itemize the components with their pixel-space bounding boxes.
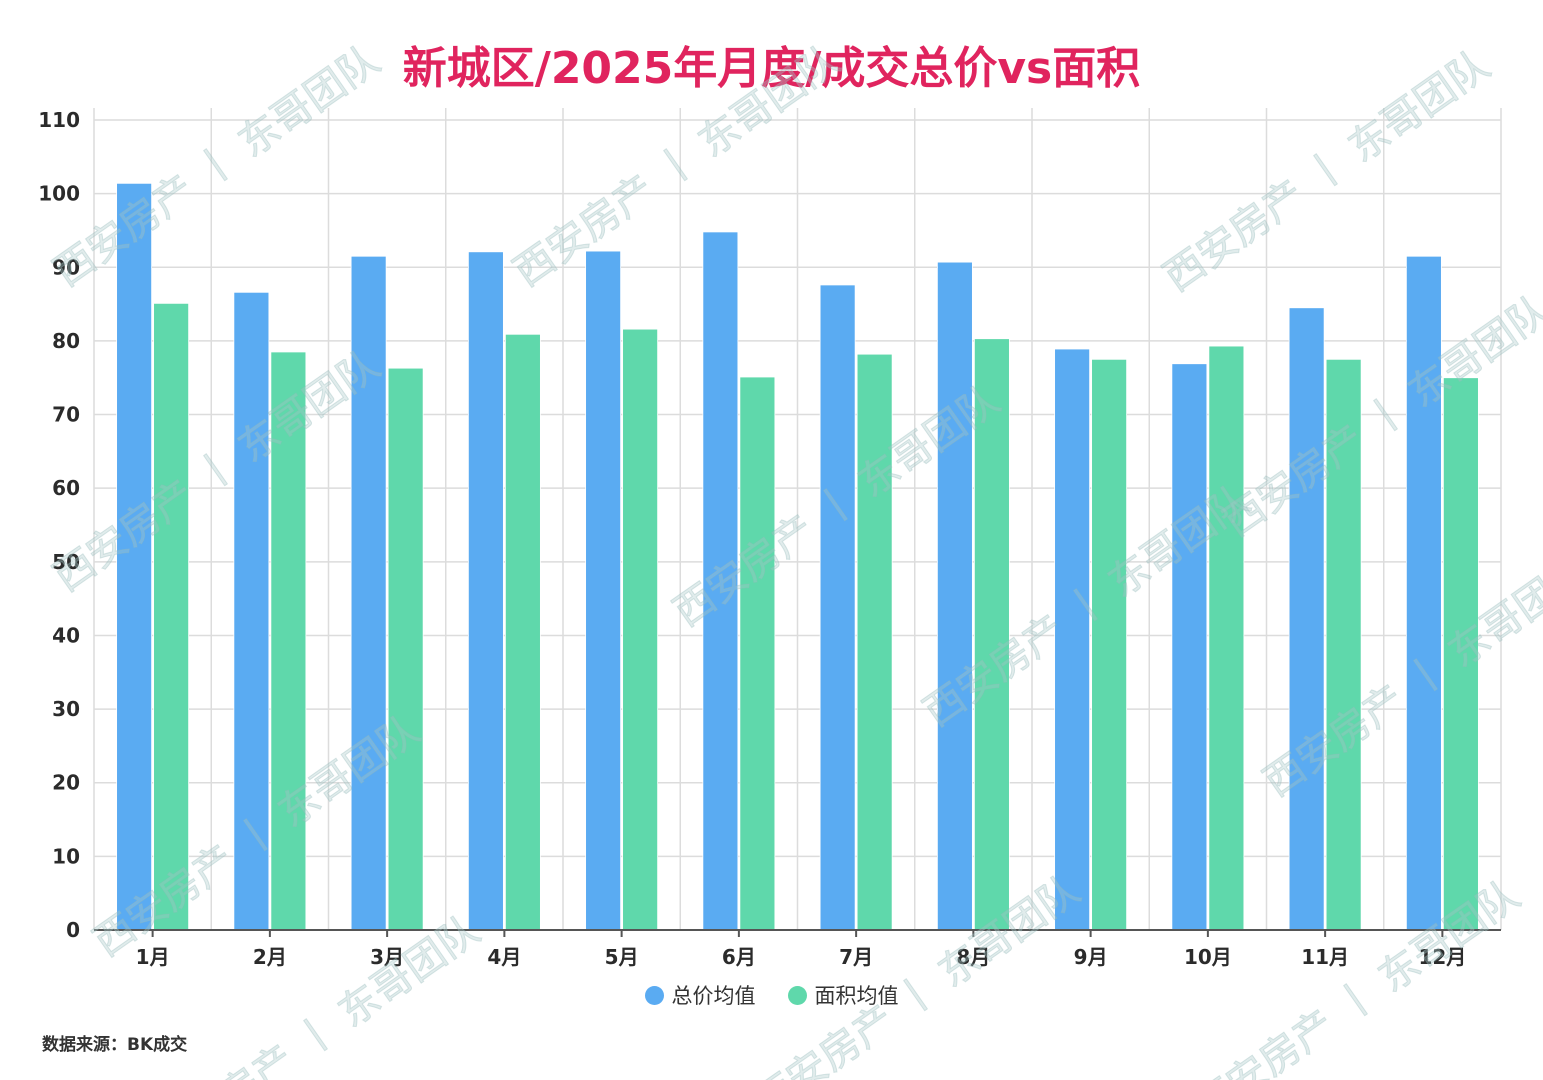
x-tick-label: 9月 <box>1074 945 1108 969</box>
x-tick-label: 3月 <box>370 945 404 969</box>
bar-area[interactable]: 5月 面积均值: 81.6 <box>622 328 659 931</box>
x-tick-label: 7月 <box>839 945 873 969</box>
y-axis-ticks: 0 10 20 30 40 50 60 70 80 90 100 110 <box>38 108 80 942</box>
x-tick-label: 8月 <box>956 945 990 969</box>
x-tick-label: 6月 <box>722 945 756 969</box>
bar-area[interactable]: 10月 面积均值: 79.3 <box>1208 345 1245 931</box>
y-tick-label: 80 <box>52 329 80 353</box>
bar-total-price[interactable]: 4月 总价均值: 92.1 <box>467 251 504 931</box>
x-tick-label: 1月 <box>136 945 170 969</box>
y-tick-label: 100 <box>38 182 80 206</box>
bar-total-price[interactable]: 7月 总价均值: 87.6 <box>819 284 856 931</box>
legend-dot-icon <box>787 985 807 1005</box>
y-tick-label: 20 <box>52 771 80 795</box>
bar-area[interactable]: 11月 面积均值: 77.5 <box>1325 358 1362 931</box>
bar-total-price[interactable]: 12月 总价均值: 91.5 <box>1405 255 1442 931</box>
y-tick-label: 0 <box>66 918 80 942</box>
x-tick-label: 4月 <box>487 945 521 969</box>
y-tick-label: 90 <box>52 255 80 279</box>
legend-label: 总价均值 <box>671 984 756 1008</box>
legend-item-area[interactable]: 面积均值 <box>787 980 899 1010</box>
legend-dot-icon <box>644 985 664 1005</box>
bar-total-price[interactable]: 8月 总价均值: 90.7 <box>936 261 973 931</box>
bar-total-price[interactable]: 11月 总价均值: 84.5 <box>1288 307 1325 931</box>
bar-area[interactable]: 2月 面积均值: 78.5 <box>270 351 307 931</box>
bar-area[interactable]: 9月 面积均值: 77.5 <box>1091 358 1128 931</box>
bar-area[interactable]: 12月 面积均值: 75 <box>1442 377 1479 931</box>
y-tick-label: 40 <box>52 623 80 647</box>
y-tick-label: 50 <box>52 550 80 574</box>
bars: 1月 总价均值: 101.41月 面积均值: 85.1 2月 总价均值: 86.6… <box>116 182 1479 931</box>
y-tick-label: 60 <box>52 476 80 500</box>
x-tick-label: 12月 <box>1418 945 1466 969</box>
bar-total-price[interactable]: 5月 总价均值: 92.2 <box>585 250 622 931</box>
bar-area[interactable]: 1月 面积均值: 85.1 <box>153 302 190 931</box>
x-tick-label: 11月 <box>1301 945 1349 969</box>
bar-area[interactable]: 4月 面积均值: 80.9 <box>504 333 541 931</box>
x-tick-label: 2月 <box>253 945 287 969</box>
bar-area[interactable]: 6月 面积均值: 75.1 <box>739 376 776 931</box>
legend: 总价均值 面积均值 <box>0 980 1543 1010</box>
bar-total-price[interactable]: 2月 总价均值: 86.6 <box>233 291 270 931</box>
grid-lines <box>93 108 1502 931</box>
chart-title: 新城区/2025年月度/成交总价vs面积 <box>402 43 1141 94</box>
x-axis-ticks: 1月 2月 3月 4月 5月 6月 7月 8月 9月 10月 11月 12月 <box>136 945 1467 969</box>
y-tick-label: 70 <box>52 403 80 427</box>
bar-area[interactable]: 3月 面积均值: 76.3 <box>387 367 424 931</box>
y-tick-label: 30 <box>52 697 80 721</box>
bar-total-price[interactable]: 6月 总价均值: 94.8 <box>702 231 739 931</box>
bar-total-price[interactable]: 3月 总价均值: 91.5 <box>350 255 387 931</box>
bar-area[interactable]: 8月 面积均值: 80.3 <box>973 338 1010 931</box>
source-note: 数据来源：BK成交 <box>42 1035 188 1055</box>
bar-total-price[interactable]: 9月 总价均值: 78.9 <box>1054 348 1091 931</box>
x-tick-label: 5月 <box>605 945 639 969</box>
bar-total-price[interactable]: 10月 总价均值: 76.9 <box>1171 363 1208 931</box>
bar-total-price[interactable]: 1月 总价均值: 101.4 <box>116 182 153 931</box>
y-tick-label: 110 <box>38 108 80 132</box>
x-tick-label: 10月 <box>1184 945 1232 969</box>
axes <box>94 929 1501 937</box>
y-tick-label: 10 <box>52 844 80 868</box>
legend-item-total-price[interactable]: 总价均值 <box>644 980 756 1010</box>
bar-area[interactable]: 7月 面积均值: 78.2 <box>856 353 893 931</box>
legend-label: 面积均值 <box>814 984 899 1008</box>
